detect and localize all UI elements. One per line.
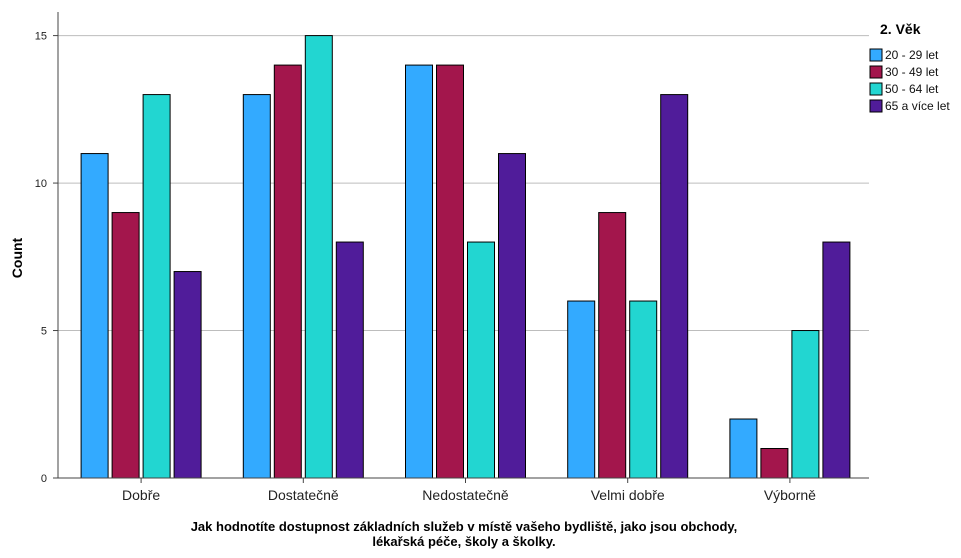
x-tick-label-1: Dostatečně bbox=[268, 487, 339, 503]
bar-4-1 bbox=[760, 448, 789, 479]
x-tick-label-3: Velmi dobře bbox=[591, 487, 665, 503]
bar-2-0 bbox=[405, 64, 433, 479]
bar-1-1 bbox=[273, 64, 302, 479]
bar-1-0 bbox=[242, 94, 271, 479]
bar-0-3 bbox=[173, 271, 202, 479]
legend-label-0: 20 - 29 let bbox=[885, 48, 939, 62]
legend-label-2: 50 - 64 let bbox=[885, 82, 939, 96]
y-tick-label-0: 0 bbox=[41, 473, 47, 485]
y-ticks: 0 5 10 15 bbox=[35, 31, 58, 485]
bar-2-3 bbox=[498, 153, 526, 479]
legend-label-3: 65 a více let bbox=[885, 99, 950, 113]
bar-1-3 bbox=[335, 241, 364, 479]
bar-4-3 bbox=[822, 241, 851, 479]
legend-swatch-3 bbox=[869, 99, 883, 113]
bar-3-3 bbox=[660, 94, 689, 479]
y-tick-label-15: 15 bbox=[35, 31, 47, 43]
bar-2-1 bbox=[436, 64, 464, 479]
bar-0-1 bbox=[111, 212, 140, 479]
legend-swatch-1 bbox=[869, 65, 883, 79]
bar-1-2 bbox=[304, 35, 333, 479]
legend-swatch-0 bbox=[869, 48, 883, 62]
y-tick-label-10: 10 bbox=[35, 178, 47, 190]
y-axis-title: Count bbox=[9, 237, 25, 278]
x-tick-label-2: Nedostatečně bbox=[422, 487, 509, 503]
x-axis-title-line-1: Jak hodnotíte dostupnost základních služ… bbox=[191, 519, 738, 534]
bar-0-0 bbox=[80, 153, 109, 479]
bar-4-2 bbox=[791, 330, 820, 479]
x-tick-label-4: Výborně bbox=[764, 487, 816, 503]
legend-label-1: 30 - 49 let bbox=[885, 65, 939, 79]
bar-3-0 bbox=[567, 300, 596, 479]
y-tick-label-5: 5 bbox=[41, 326, 47, 338]
bar-3-2 bbox=[629, 300, 658, 479]
legend-title: 2. Věk bbox=[880, 21, 921, 37]
x-axis-title-line-2: lékařská péče, školy a školky. bbox=[372, 534, 555, 549]
legend-swatch-2 bbox=[869, 82, 883, 96]
bar-4-0 bbox=[729, 418, 758, 479]
bar-0-2 bbox=[142, 94, 171, 479]
bar-2-2 bbox=[467, 241, 495, 479]
bars bbox=[80, 35, 851, 479]
x-ticks: Dobře Dostatečně Nedostatečně Velmi dobře Vý… bbox=[122, 478, 816, 503]
bar-3-1 bbox=[598, 212, 627, 479]
legend: 2. Věk 20 - 29 let 30 - 49 let 50 - 64 let… bbox=[869, 21, 950, 113]
x-tick-label-0: Dobře bbox=[122, 487, 160, 503]
